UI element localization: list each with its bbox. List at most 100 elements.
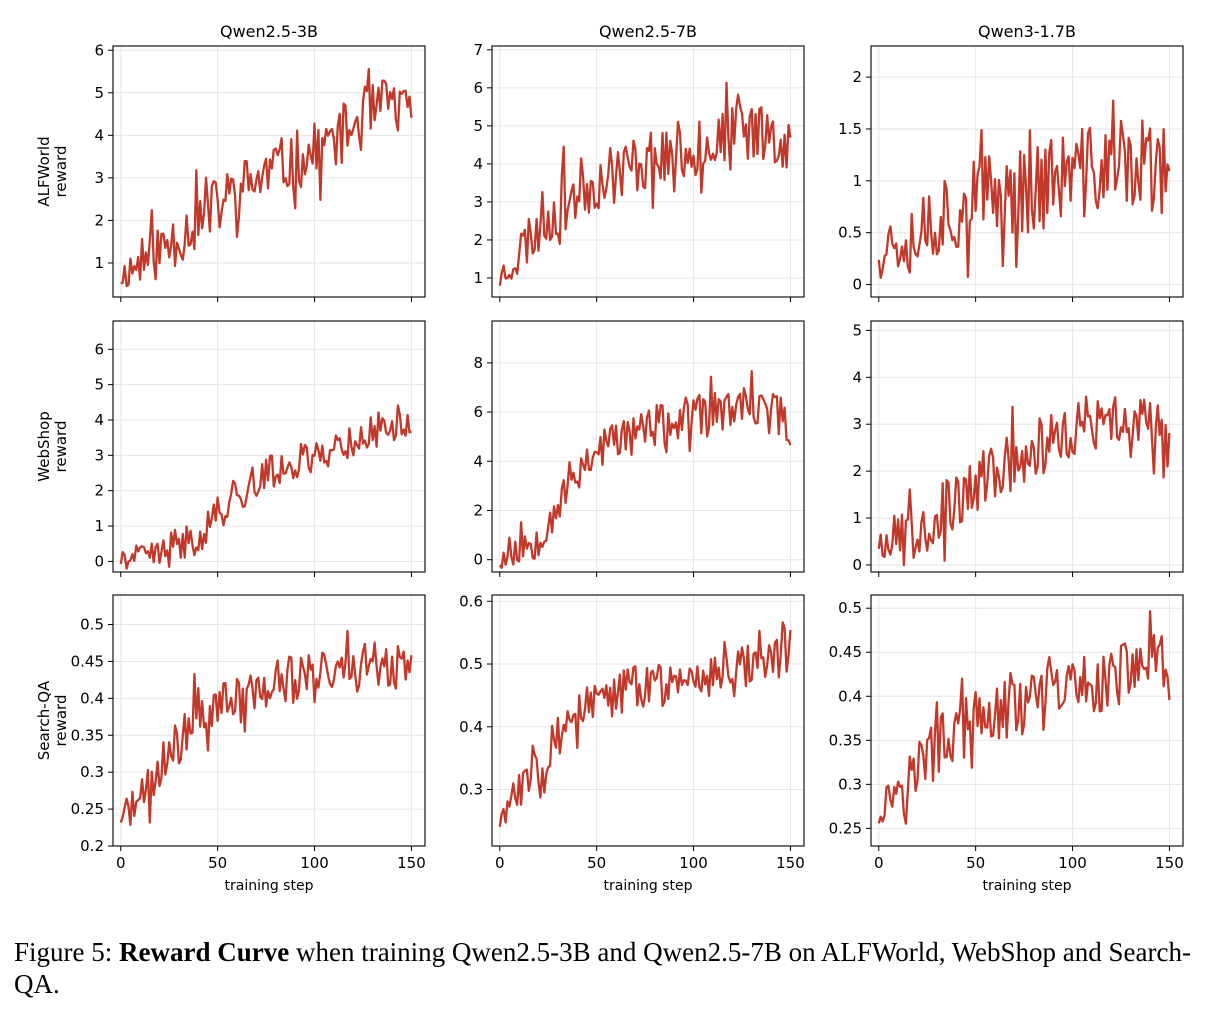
y-tick-label: 3	[852, 415, 862, 433]
reward-series-line	[498, 370, 792, 569]
y-tick-label: 2	[852, 462, 862, 480]
reward-series-line	[120, 67, 413, 288]
y-tick-label: 0.3	[80, 763, 104, 781]
subplot-title: Qwen3-1.7B	[978, 22, 1076, 41]
subplot-3: 0 0.5 1 1.5 2 Qwen3-1.7B	[838, 22, 1184, 302]
figure-caption: Figure 5: Reward Curve when training Qwe…	[14, 936, 1210, 1000]
axes-frame	[112, 45, 426, 298]
y-tick-label: 4	[473, 155, 483, 173]
y-tick-label: 6	[94, 340, 104, 358]
axes-frame	[491, 45, 805, 298]
y-tick-label: 1	[94, 517, 104, 535]
reward-series-line	[877, 99, 1171, 279]
y-tick-label: 0.2	[80, 837, 104, 855]
y-tick-label: 5	[94, 376, 104, 394]
axes-frame	[491, 594, 805, 847]
y-tick-label: 1	[94, 254, 104, 272]
y-tick-label: 0.45	[71, 652, 104, 670]
y-tick-label: 0.4	[459, 718, 483, 736]
y-tick-label: 0.4	[838, 687, 862, 705]
y-tick-label: 3	[94, 446, 104, 464]
caption-bold: Reward Curve	[119, 937, 290, 967]
subplot-4: 0 1 2 3 4 5 6 WebShopreward	[35, 320, 426, 577]
y-axis-label-line2: reward	[52, 146, 70, 198]
reward-series-line	[877, 395, 1171, 567]
x-tick-label: 50	[208, 854, 227, 872]
y-tick-label: 4	[94, 411, 104, 429]
subplot-1: 1 2 3 4 5 6 Qwen2.5-3B ALFWorldreward	[35, 22, 426, 302]
subplot-title: Qwen2.5-7B	[599, 22, 697, 41]
y-tick-label: 5	[94, 84, 104, 102]
reward-series-line	[877, 610, 1171, 825]
x-axis-label: training step	[225, 878, 314, 894]
y-tick-label: 0.5	[80, 616, 104, 634]
subplot-7: 0 50 100 150 0.2 0.25 0.3 0.35 0.4 0.45 0.5 trainin…	[35, 594, 426, 894]
y-tick-label: 2	[94, 211, 104, 229]
reward-series-line	[119, 404, 412, 570]
y-tick-label: 7	[473, 41, 483, 59]
y-tick-label: 4	[852, 368, 862, 386]
axes-frame	[870, 45, 1184, 298]
x-tick-label: 150	[397, 854, 426, 872]
y-axis-label: ALFWorldreward	[35, 136, 70, 206]
axes-frame	[870, 320, 1184, 573]
subplot-5: 0 2 4 6 8	[473, 320, 805, 577]
x-tick-label: 100	[1058, 854, 1087, 872]
y-tick-label: 5	[473, 117, 483, 135]
y-tick-label: 1	[473, 269, 483, 287]
subplot-9: 0 50 100 150 0.25 0.3 0.35 0.4 0.45 0.5 training s…	[829, 594, 1184, 894]
x-tick-label: 150	[776, 854, 805, 872]
y-axis-label-line1: Search-QA	[35, 680, 53, 760]
reward-series-line	[498, 81, 792, 286]
y-tick-label: 3	[94, 169, 104, 187]
y-tick-label: 0.3	[459, 781, 483, 799]
y-tick-label: 6	[473, 79, 483, 97]
x-tick-label: 0	[495, 854, 505, 872]
y-tick-label: 3	[473, 193, 483, 211]
x-tick-label: 100	[679, 854, 708, 872]
y-axis-label: Search-QAreward	[35, 680, 70, 760]
y-tick-label: 0	[94, 552, 104, 570]
y-tick-label: 2	[852, 68, 862, 86]
x-axis-label: training step	[604, 878, 693, 894]
y-tick-label: 0.45	[829, 643, 862, 661]
y-tick-label: 0.25	[71, 800, 104, 818]
x-tick-label: 50	[587, 854, 606, 872]
subplot-title: Qwen2.5-3B	[220, 22, 318, 41]
axes-frame	[112, 594, 426, 847]
x-axis-label: training step	[983, 878, 1072, 894]
y-tick-label: 0	[852, 556, 862, 574]
subplot-6: 0 1 2 3 4 5	[852, 320, 1184, 577]
y-tick-label: 6	[473, 403, 483, 421]
y-tick-label: 0.6	[459, 592, 483, 610]
x-tick-label: 100	[300, 854, 329, 872]
y-axis-label-line2: reward	[52, 421, 70, 473]
reward-series-line	[119, 629, 413, 827]
subplot-2: 1 2 3 4 5 6 7 Qwen2.5-7B	[473, 22, 805, 302]
y-tick-label: 6	[94, 41, 104, 59]
y-tick-label: 0	[852, 276, 862, 294]
y-axis-label-line1: WebShop	[35, 411, 53, 481]
x-tick-label: 150	[1155, 854, 1184, 872]
y-tick-label: 5	[852, 321, 862, 339]
axes-frame	[491, 320, 805, 573]
x-tick-label: 0	[116, 854, 126, 872]
y-tick-label: 2	[473, 501, 483, 519]
y-tick-label: 0.35	[71, 726, 104, 744]
y-tick-label: 1	[852, 509, 862, 527]
caption-text: when training Qwen2.5-3B and Qwen2.5-7B …	[14, 937, 1191, 999]
y-tick-label: 0.25	[829, 819, 862, 837]
y-tick-label: 2	[94, 482, 104, 500]
y-tick-label: 0.3	[838, 775, 862, 793]
y-tick-label: 0.5	[459, 655, 483, 673]
y-tick-label: 2	[473, 231, 483, 249]
y-axis-label-line2: reward	[52, 695, 70, 747]
axes-frame	[112, 320, 426, 573]
y-tick-label: 4	[94, 126, 104, 144]
figure-grid: 123456Qwen2.5-3BALFWorldreward1234567Qwe…	[35, 22, 1184, 894]
subplot-8: 0 50 100 150 0.3 0.4 0.5 0.6 training step	[459, 592, 805, 894]
axes-frame	[870, 594, 1184, 847]
y-axis-label: WebShopreward	[35, 411, 70, 481]
y-axis-label-line1: ALFWorld	[35, 136, 53, 206]
y-tick-label: 0.5	[838, 224, 862, 242]
